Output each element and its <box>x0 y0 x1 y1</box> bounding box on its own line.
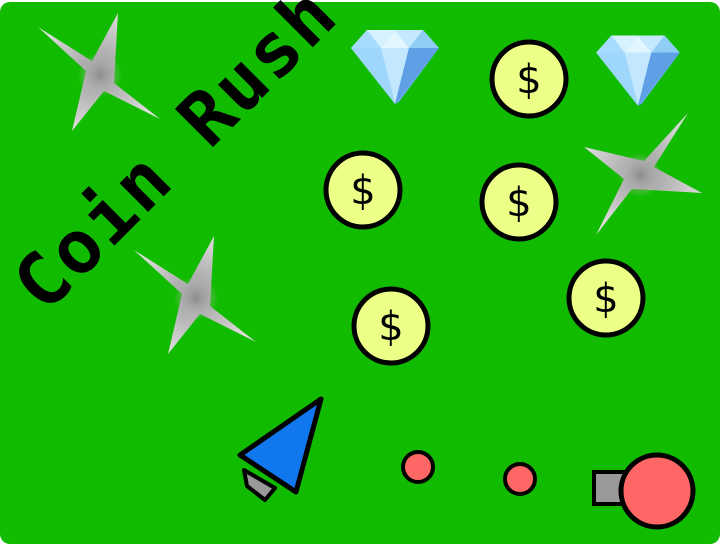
coin-symbol: $ <box>593 276 618 322</box>
coin-symbol: $ <box>506 180 531 226</box>
player-ship[interactable] <box>237 396 324 502</box>
coin-symbol: $ <box>516 57 541 103</box>
coin: $ <box>489 39 569 119</box>
enemy-cannon <box>592 452 696 530</box>
coin-symbol: $ <box>378 304 403 350</box>
coin-symbol: $ <box>350 168 375 214</box>
coin: $ <box>351 286 431 366</box>
enemy-ball <box>401 450 435 484</box>
coin: $ <box>323 150 403 230</box>
coin: $ <box>479 162 559 242</box>
enemy-ball <box>503 462 537 496</box>
coin: $ <box>566 258 646 338</box>
